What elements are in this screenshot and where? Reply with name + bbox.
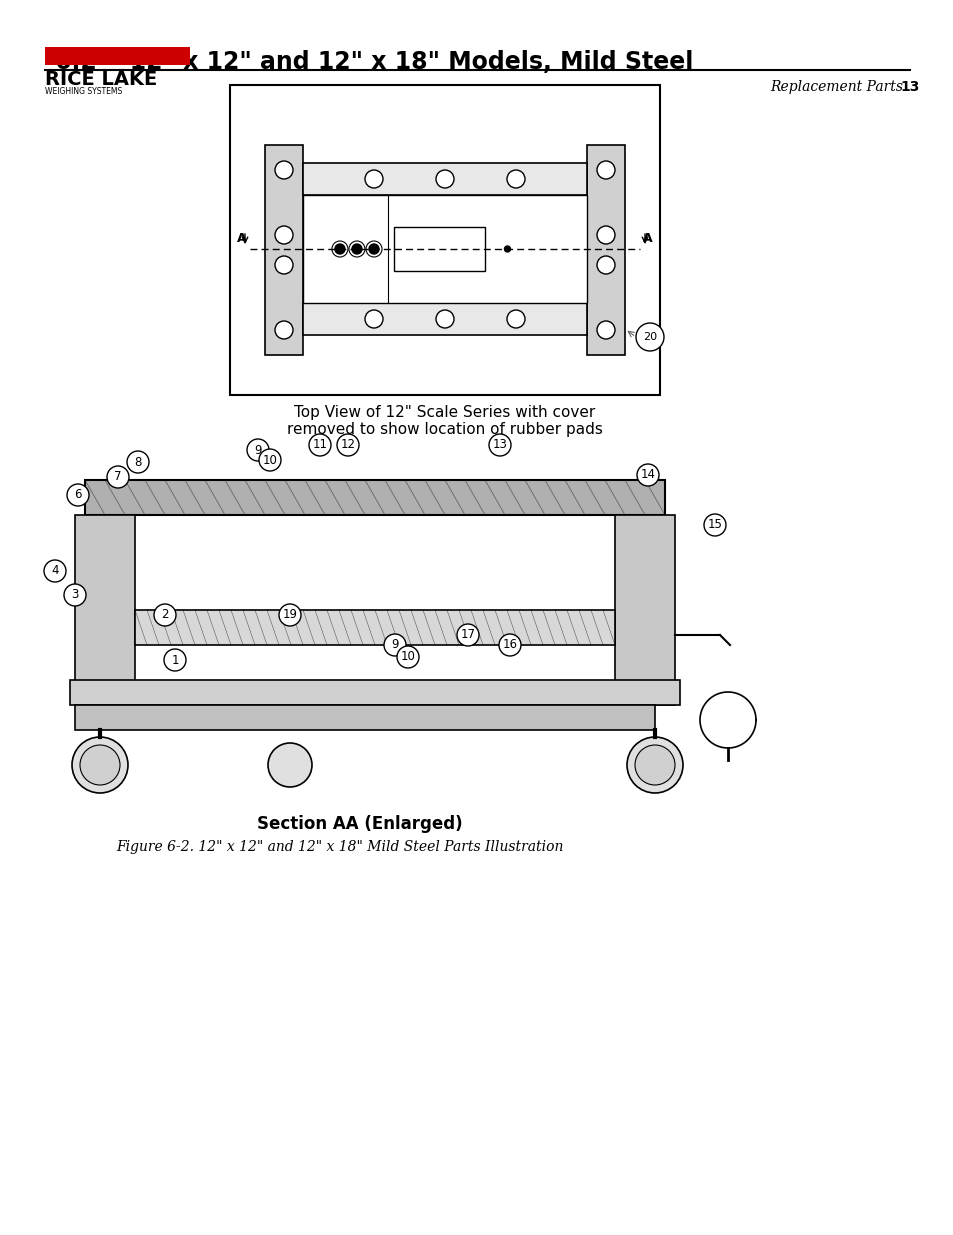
Circle shape [597, 226, 615, 245]
Text: 3: 3 [71, 589, 78, 601]
Text: A: A [237, 232, 247, 245]
Text: 14: 14 [639, 468, 655, 482]
Text: 15: 15 [707, 519, 721, 531]
Circle shape [597, 161, 615, 179]
Bar [135, 610, 615, 645]
Text: Figure 6-2. 12" x 12" and 12" x 18" Mild Steel Parts Illustration: Figure 6-2. 12" x 12" and 12" x 18" Mild… [116, 840, 563, 853]
Circle shape [274, 321, 293, 338]
Text: 11: 11 [313, 438, 327, 452]
Text: 2: 2 [161, 609, 169, 621]
Bar [303, 163, 586, 195]
Circle shape [703, 514, 725, 536]
Circle shape [64, 584, 86, 606]
Circle shape [153, 604, 175, 626]
Circle shape [336, 433, 358, 456]
Circle shape [396, 646, 418, 668]
Polygon shape [85, 480, 664, 515]
Circle shape [127, 451, 149, 473]
Circle shape [107, 466, 129, 488]
Bar [75, 705, 655, 730]
Circle shape [278, 604, 301, 626]
Bar [70, 680, 679, 705]
Text: 13: 13 [492, 438, 507, 452]
Circle shape [274, 226, 293, 245]
Text: 20: 20 [642, 332, 657, 342]
Text: 4: 4 [51, 564, 59, 578]
Circle shape [369, 245, 378, 254]
Bar [303, 195, 586, 303]
Text: 16: 16 [502, 638, 517, 652]
Text: 12: 12 [340, 438, 355, 452]
Circle shape [498, 634, 520, 656]
FancyBboxPatch shape [265, 144, 303, 354]
FancyBboxPatch shape [586, 144, 624, 354]
Circle shape [597, 256, 615, 274]
Text: Section AA (Enlarged): Section AA (Enlarged) [257, 815, 462, 832]
Bar [615, 515, 675, 705]
Text: Top View of 12" Scale Series with cover
removed to show location of rubber pads: Top View of 12" Scale Series with cover … [287, 405, 602, 437]
Text: 1: 1 [172, 653, 178, 667]
Circle shape [44, 559, 66, 582]
Circle shape [71, 737, 128, 793]
Text: 19: 19 [282, 609, 297, 621]
Text: A: A [642, 232, 652, 245]
Circle shape [80, 745, 120, 785]
Circle shape [504, 246, 510, 252]
Circle shape [436, 170, 454, 188]
Bar [230, 85, 659, 395]
Circle shape [67, 484, 89, 506]
Circle shape [506, 170, 524, 188]
Text: 10: 10 [400, 651, 415, 663]
Circle shape [309, 433, 331, 456]
Text: 6.2    12" x 12" and 12" x 18" Models, Mild Steel: 6.2 12" x 12" and 12" x 18" Models, Mild… [55, 49, 693, 74]
Text: Replacement Parts: Replacement Parts [769, 80, 902, 94]
Circle shape [384, 634, 406, 656]
Bar [394, 227, 484, 270]
Bar [45, 47, 190, 65]
Circle shape [247, 438, 269, 461]
Circle shape [626, 737, 682, 793]
Circle shape [635, 745, 675, 785]
Circle shape [352, 245, 361, 254]
Bar [303, 303, 586, 335]
Circle shape [365, 170, 382, 188]
Text: 6: 6 [74, 489, 82, 501]
Circle shape [274, 256, 293, 274]
Text: 8: 8 [134, 456, 142, 468]
Text: 9: 9 [254, 443, 261, 457]
Text: 17: 17 [460, 629, 475, 641]
Text: 13: 13 [899, 80, 919, 94]
Circle shape [597, 321, 615, 338]
Text: WEIGHING SYSTEMS: WEIGHING SYSTEMS [45, 86, 122, 96]
Circle shape [506, 310, 524, 329]
Circle shape [636, 324, 663, 351]
Text: 10: 10 [262, 453, 277, 467]
Circle shape [489, 433, 511, 456]
Circle shape [274, 161, 293, 179]
Circle shape [268, 743, 312, 787]
Circle shape [164, 650, 186, 671]
Text: RICE LAKE: RICE LAKE [45, 70, 157, 89]
Circle shape [365, 310, 382, 329]
Circle shape [637, 464, 659, 487]
Circle shape [258, 450, 281, 471]
Circle shape [456, 624, 478, 646]
Circle shape [436, 310, 454, 329]
Text: 9: 9 [391, 638, 398, 652]
Text: 7: 7 [114, 471, 122, 483]
Circle shape [335, 245, 345, 254]
Bar [75, 515, 135, 705]
